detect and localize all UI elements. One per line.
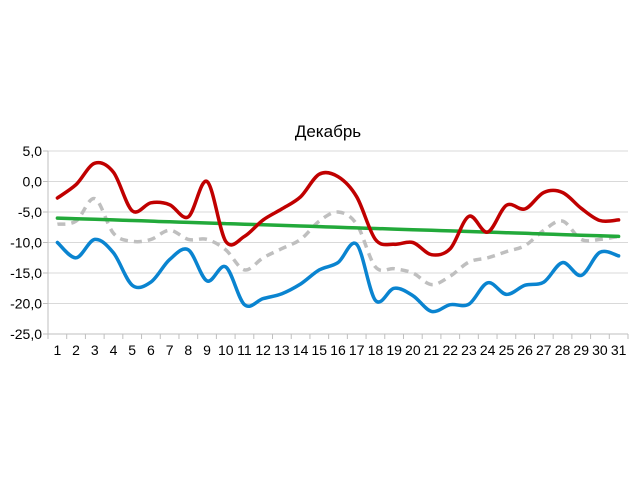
x-tick-labels: 1 2 3 4 5 6 7 8 9 10 11 12 13 14 15 16 17 18 19 20 21 22 23 24 2…: [53, 342, 626, 358]
x-tick-label: 3: [91, 342, 99, 358]
series-line-2: [55, 237, 621, 314]
x-tick-label: 12: [255, 342, 271, 358]
x-tick-label: 27: [536, 342, 552, 358]
chart-title: Декабрь: [295, 122, 361, 141]
y-tick-label: 5,0: [23, 143, 43, 159]
x-tick-label: 28: [555, 342, 571, 358]
x-tick-label: 30: [592, 342, 608, 358]
y-tick-label: -5,0: [18, 204, 42, 220]
series-line-1: [55, 160, 621, 257]
x-tick-label: 16: [330, 342, 346, 358]
y-tick-label: 0,0: [23, 174, 43, 190]
x-tick-label: 8: [184, 342, 192, 358]
y-tick-label: -15,0: [10, 265, 42, 281]
y-tick-label: -25,0: [10, 326, 42, 342]
x-tick-label: 13: [274, 342, 290, 358]
x-tick-label: 26: [517, 342, 533, 358]
x-tick-label: 7: [166, 342, 174, 358]
x-tick-label: 6: [147, 342, 155, 358]
x-tick-label: 4: [110, 342, 118, 358]
x-tick-label: 29: [573, 342, 589, 358]
y-tick-label: -20,0: [10, 296, 42, 312]
x-tick-label: 21: [424, 342, 440, 358]
y-tick-labels: 5,0 0,0 -5,0 -10,0 -15,0 -20,0 -25,0: [10, 143, 42, 342]
axes: [43, 150, 629, 339]
x-tick-label: 20: [405, 342, 421, 358]
x-tick-label: 9: [203, 342, 211, 358]
x-tick-label: 18: [368, 342, 384, 358]
x-tick-label: 24: [480, 342, 496, 358]
x-tick-label: 22: [442, 342, 458, 358]
x-tick-label: 31: [611, 342, 627, 358]
x-tick-label: 10: [218, 342, 234, 358]
x-tick-label: 23: [461, 342, 477, 358]
series-group: [55, 160, 621, 314]
x-tick-label: 11: [237, 342, 252, 358]
series-line-4: [55, 216, 621, 239]
y-tick-label: -10,0: [10, 235, 42, 251]
x-tick-label: 25: [499, 342, 515, 358]
x-tick-label: 5: [128, 342, 136, 358]
x-tick-label: 15: [312, 342, 328, 358]
x-tick-label: 14: [293, 342, 309, 358]
x-tick-label: 17: [349, 342, 365, 358]
series-line-3: [57, 196, 619, 287]
x-tick-label: 2: [72, 342, 80, 358]
x-tick-label: 1: [53, 342, 61, 358]
x-tick-label: 19: [386, 342, 402, 358]
